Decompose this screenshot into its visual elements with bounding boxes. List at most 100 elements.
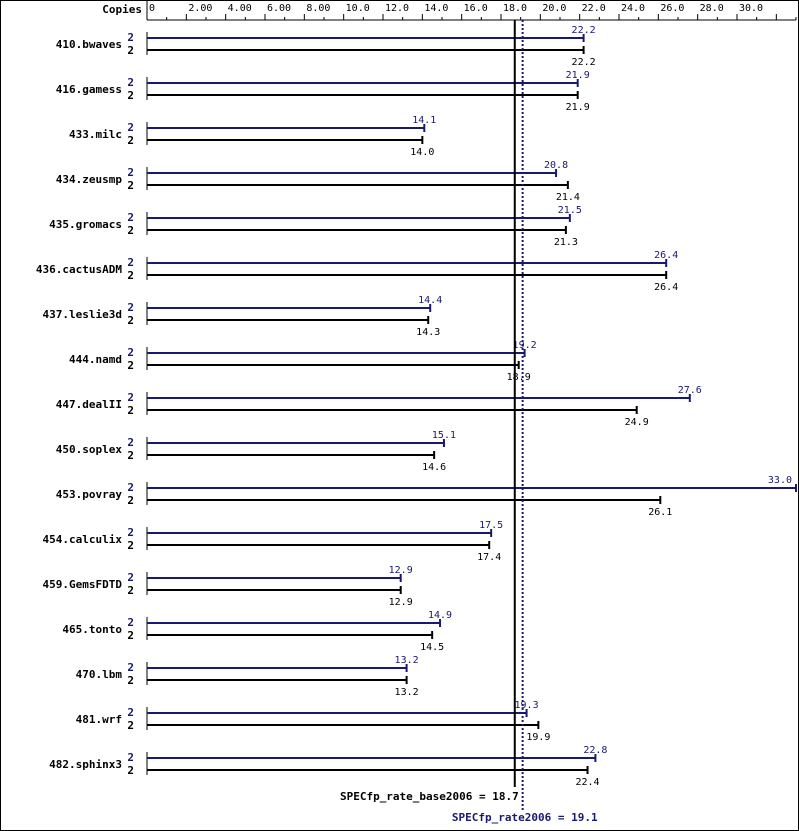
benchmark-row: 481.wrf 2 19.3 2 19.9 [76,700,551,743]
base-copies: 2 [127,179,134,192]
peak-copies: 2 [127,571,134,584]
base-copies: 2 [127,44,134,57]
base-copies: 2 [127,224,134,237]
peak-copies: 2 [127,436,134,449]
base-value-label: 22.4 [575,777,599,788]
benchmark-label: 465.tonto [62,623,122,636]
peak-value-label: 20.8 [544,160,568,171]
bars: 410.bwaves 2 22.2 2 22.2 416.gamess 2 21.9 2 21.9… [36,25,797,788]
base-value-label: 26.4 [654,282,678,293]
peak-copies: 2 [127,211,134,224]
base-value-label: 21.3 [554,237,578,248]
peak-copies: 2 [127,346,134,359]
base-copies: 2 [127,674,134,687]
base-copies: 2 [127,494,134,507]
peak-value-label: 26.4 [654,250,678,261]
benchmark-row: 433.milc 2 14.1 2 14.0 [69,115,436,158]
copies-header: Copies [102,3,142,16]
benchmark-label: 437.leslie3d [43,308,122,321]
benchmark-row: 459.GemsFDTD 2 12.9 2 12.9 [43,565,413,608]
x-tick-label: 18.0 [503,3,527,14]
benchmark-row: 435.gromacs 2 21.5 2 21.3 [49,205,582,248]
base-value-label: 14.3 [416,327,440,338]
peak-value-label: 14.4 [418,295,442,306]
benchmark-row: 447.dealII 2 27.6 2 24.9 [56,385,702,428]
benchmark-label: 433.milc [69,128,122,141]
base-value-label: 21.9 [566,102,590,113]
benchmark-row: 437.leslie3d 2 14.4 2 14.3 [43,295,443,338]
base-value-label: 12.9 [389,597,413,608]
peak-value-label: 22.2 [572,25,596,36]
peak-copies: 2 [127,166,134,179]
peak-copies: 2 [127,121,134,134]
benchmark-label: 416.gamess [56,83,122,96]
benchmark-label: 481.wrf [76,713,122,726]
peak-copies: 2 [127,76,134,89]
peak-value-label: 19.2 [513,340,537,351]
base-copies: 2 [127,269,134,282]
benchmark-label: 470.lbm [76,668,123,681]
benchmark-label: 453.povray [56,488,123,501]
benchmark-label: 482.sphinx3 [49,758,122,771]
benchmark-label: 436.cactusADM [36,263,122,276]
peak-value-label: 33.0 [768,475,792,486]
peak-value-label: 14.1 [412,115,436,126]
base-value-label: 24.9 [625,417,649,428]
benchmark-label: 459.GemsFDTD [43,578,123,591]
benchmark-row: 410.bwaves 2 22.2 2 22.2 [56,25,596,68]
x-tick-label: 20.0 [542,3,566,14]
base-value-label: 19.9 [526,732,550,743]
x-tick-label: 2.00 [188,3,212,14]
peak-value-label: 14.9 [428,610,452,621]
base-value-label: 17.4 [477,552,501,563]
base-value-label: 13.2 [395,687,419,698]
x-tick-label: 0 [149,3,155,14]
base-copies: 2 [127,359,134,372]
base-copies: 2 [127,89,134,102]
peak-copies: 2 [127,256,134,269]
peak-value-label: 17.5 [479,520,503,531]
peak-value-label: 21.9 [566,70,590,81]
peak-copies: 2 [127,706,134,719]
peak-copies: 2 [127,301,134,314]
peak-value-label: 12.9 [389,565,413,576]
x-tick-label: 22.0 [582,3,606,14]
peak-summary-label: SPECfp_rate2006 = 19.1 [452,811,598,824]
peak-copies: 2 [127,661,134,674]
benchmark-row: 453.povray 2 33.0 2 26.1 [56,475,797,518]
x-tick-label: 16.0 [464,3,488,14]
benchmark-label: 447.dealII [56,398,122,411]
peak-value-label: 21.5 [558,205,582,216]
base-copies: 2 [127,404,134,417]
peak-value-label: 22.8 [583,745,607,756]
benchmark-row: 450.soplex 2 15.1 2 14.6 [56,430,456,473]
benchmark-row: 454.calculix 2 17.5 2 17.4 [43,520,504,563]
benchmark-row: 416.gamess 2 21.9 2 21.9 [56,70,590,113]
x-tick-label: 4.00 [228,3,252,14]
benchmark-label: 410.bwaves [56,38,122,51]
base-copies: 2 [127,314,134,327]
x-tick-label: 10.0 [346,3,370,14]
base-copies: 2 [127,134,134,147]
x-tick-label: 14.0 [424,3,448,14]
base-summary-label: SPECfp_rate_base2006 = 18.7 [340,790,519,803]
benchmark-row: 434.zeusmp 2 20.8 2 21.4 [56,160,580,203]
benchmark-label: 450.soplex [56,443,123,456]
base-value-label: 14.6 [422,462,446,473]
peak-copies: 2 [127,31,134,44]
base-copies: 2 [127,449,134,462]
benchmark-row: 465.tonto 2 14.9 2 14.5 [62,610,452,653]
x-axis: 0 2.00 4.00 6.00 8.00 10.0 12.0 14.0 16.0 18.0 20.… [146,1,799,21]
benchmark-label: 435.gromacs [49,218,122,231]
base-copies: 2 [127,539,134,552]
base-copies: 2 [127,719,134,732]
base-value-label: 26.1 [648,507,672,518]
peak-value-label: 15.1 [432,430,456,441]
benchmark-row: 470.lbm 2 13.2 2 13.2 [76,655,419,698]
peak-value-label: 27.6 [678,385,702,396]
benchmark-label: 434.zeusmp [56,173,123,186]
base-value-label: 14.5 [420,642,444,653]
summary-lines: SPECfp_rate_base2006 = 18.7 SPECfp_rate20… [340,20,598,824]
base-value-label: 21.4 [556,192,580,203]
